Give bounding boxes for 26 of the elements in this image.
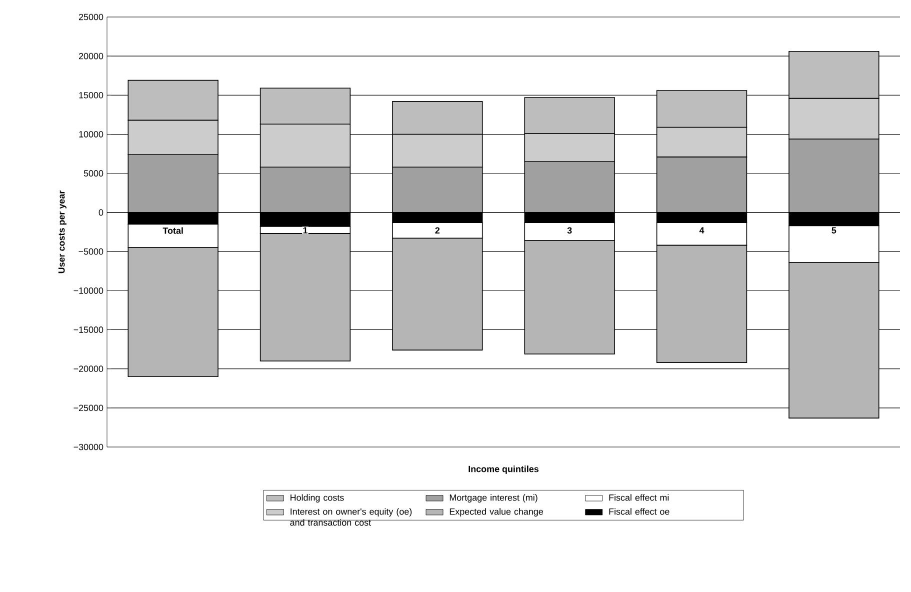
y-axis-title: User costs per year [58, 190, 66, 274]
y-tick-label: 5000 [84, 170, 104, 177]
legend-label: Holding costs [290, 494, 344, 503]
x-tick-label: 3 [567, 227, 572, 234]
y-tick-label: 10000 [79, 131, 104, 138]
x-tick-label: 1 [303, 227, 308, 234]
x-tick-label: 5 [832, 227, 836, 234]
y-tick-label: 25000 [79, 14, 104, 20]
legend-label: Mortgage interest (mi) [450, 494, 538, 503]
y-tick-label: 20000 [79, 52, 104, 60]
x-tick-label: 2 [435, 227, 440, 234]
y-tick-label: −20000 [74, 366, 104, 372]
legend-label: Expected value change [450, 508, 543, 517]
y-tick-label: −25000 [74, 404, 104, 412]
y-tick-label: 15000 [79, 92, 104, 98]
x-tick-label: 4 [699, 227, 704, 234]
y-tick-label: −5000 [78, 248, 104, 255]
y-tick-label: −30000 [74, 444, 104, 450]
y-tick-label: −10000 [74, 287, 104, 294]
y-tick-label: −15000 [74, 326, 104, 333]
y-tick-label: 0 [98, 209, 104, 216]
legend-label: Interest on owner's equity (oe) and transaction cost [290, 508, 412, 526]
legend-label: Fiscal effect oe [609, 508, 670, 515]
legend-label: Fiscal effect mi [609, 494, 669, 501]
x-tick-label: Total [162, 227, 183, 234]
x-axis-title: Income quintiles [468, 466, 539, 474]
